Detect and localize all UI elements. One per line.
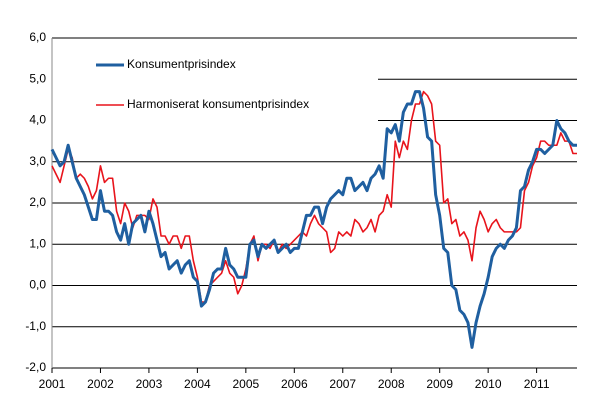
y-tick-label: 6,0 — [29, 30, 46, 44]
x-tick-label: 2006 — [281, 377, 308, 391]
x-tick-label: 2011 — [524, 377, 550, 391]
series-line — [50, 90, 577, 349]
y-tick-label: 4,0 — [29, 113, 46, 127]
x-tick-label: 2009 — [426, 377, 453, 391]
y-tick-label: -2,0 — [25, 360, 46, 374]
x-tick-label: 2008 — [378, 377, 405, 391]
x-tick-label: 2004 — [184, 377, 211, 391]
x-tick-label: 2007 — [329, 377, 356, 391]
legend-label: Harmoniserat konsumentprisindex — [127, 97, 309, 111]
y-tick-label: 5,0 — [29, 71, 46, 85]
x-tick-label: 2001 — [39, 377, 66, 391]
legend-label: Konsumentprisindex — [127, 57, 236, 71]
x-tick-label: 2003 — [136, 377, 163, 391]
y-tick-label: 3,0 — [29, 154, 46, 168]
x-tick-label: 2005 — [232, 377, 259, 391]
y-tick-label: 1,0 — [29, 236, 46, 250]
series-line — [51, 90, 577, 303]
x-tick-label: 2010 — [475, 377, 502, 391]
x-tick-label: 2002 — [87, 377, 114, 391]
y-tick-label: 2,0 — [29, 195, 46, 209]
y-tick-label: 0,0 — [29, 278, 46, 292]
y-tick-label: -1,0 — [25, 319, 46, 333]
